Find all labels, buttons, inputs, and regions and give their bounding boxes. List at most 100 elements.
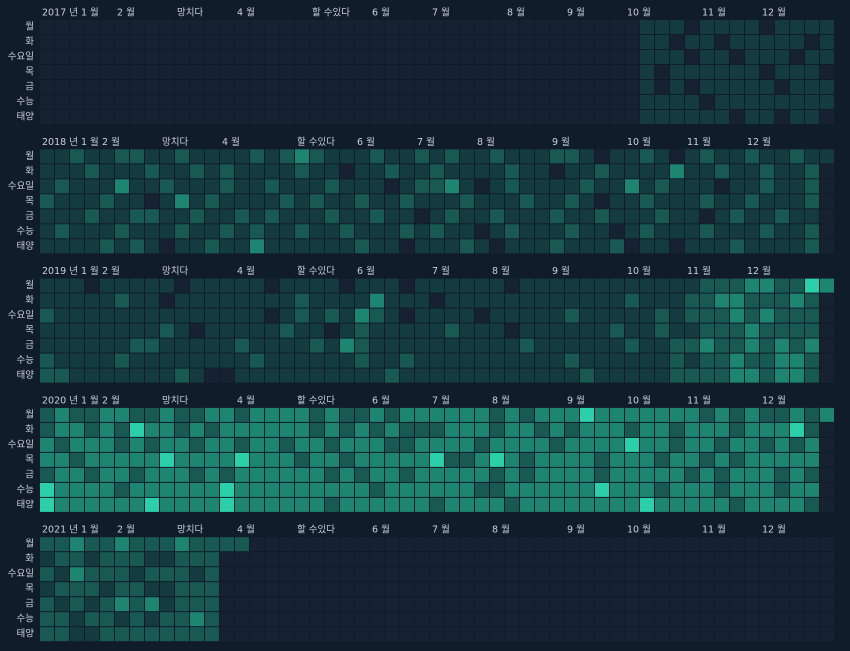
- day-cell: [265, 164, 279, 179]
- day-cell: [400, 422, 414, 437]
- day-cell: [115, 353, 129, 368]
- day-cell: [100, 627, 114, 642]
- month-label: 4 월: [237, 7, 255, 19]
- day-cell: [640, 20, 654, 34]
- day-cell: [640, 80, 654, 94]
- month-label: 6 월: [357, 265, 375, 277]
- day-cell: [760, 50, 774, 64]
- month-label: 11 월: [702, 7, 726, 19]
- day-cell: [445, 467, 459, 482]
- day-cell: [145, 209, 159, 224]
- day-cell: [55, 612, 69, 627]
- day-cell: [520, 239, 534, 254]
- day-cell: [415, 338, 429, 353]
- day-cell: [700, 353, 714, 368]
- day-cell: [700, 278, 714, 293]
- day-cell: [40, 582, 54, 597]
- day-cell: [265, 482, 279, 497]
- day-cell: [400, 65, 414, 79]
- day-cell: [190, 50, 204, 64]
- day-cell: [385, 467, 399, 482]
- day-cell: [205, 582, 219, 597]
- day-cell: [310, 338, 324, 353]
- day-cell: [235, 20, 249, 34]
- day-cell: [355, 95, 369, 109]
- day-cell: [715, 308, 729, 323]
- day-cell: [295, 179, 309, 194]
- day-label: 월: [25, 279, 34, 291]
- day-cell: [715, 224, 729, 239]
- day-cell: [790, 293, 804, 308]
- day-cell: [220, 65, 234, 79]
- day-cell: [535, 239, 549, 254]
- day-cell: [430, 537, 444, 552]
- day-cell: [325, 110, 339, 124]
- day-cell: [295, 537, 309, 552]
- day-cell: [265, 110, 279, 124]
- day-cell: [460, 80, 474, 94]
- day-cell: [415, 308, 429, 323]
- day-cell: [205, 95, 219, 109]
- day-cell: [760, 194, 774, 209]
- day-cell: [325, 497, 339, 512]
- day-cell: [535, 612, 549, 627]
- day-cell: [55, 149, 69, 164]
- day-cell: [715, 278, 729, 293]
- day-cell: [175, 149, 189, 164]
- day-cell: [445, 452, 459, 467]
- day-cell: [640, 452, 654, 467]
- day-cell: [400, 20, 414, 34]
- day-cell: [100, 467, 114, 482]
- day-cell: [655, 467, 669, 482]
- day-cell: [445, 164, 459, 179]
- day-cell: [145, 323, 159, 338]
- day-cell: [220, 224, 234, 239]
- day-cell: [175, 209, 189, 224]
- day-cell: [145, 368, 159, 383]
- day-cell: [40, 552, 54, 567]
- day-cell: [250, 323, 264, 338]
- day-cell: [160, 338, 174, 353]
- day-cell: [130, 552, 144, 567]
- day-cell: [145, 278, 159, 293]
- day-cell: [175, 467, 189, 482]
- day-cell: [205, 278, 219, 293]
- day-cell: [445, 612, 459, 627]
- day-cell: [175, 35, 189, 49]
- day-cell: [805, 627, 819, 642]
- day-cell: [385, 582, 399, 597]
- day-cell: [175, 612, 189, 627]
- day-cell: [340, 293, 354, 308]
- day-cell: [415, 537, 429, 552]
- day-cell: [40, 537, 54, 552]
- day-cell: [250, 407, 264, 422]
- day-cell: [580, 437, 594, 452]
- day-cell: [505, 209, 519, 224]
- day-cell: [310, 368, 324, 383]
- day-cell: [730, 194, 744, 209]
- day-cell: [550, 612, 564, 627]
- day-cell: [775, 209, 789, 224]
- day-cell: [685, 597, 699, 612]
- day-cell: [490, 308, 504, 323]
- day-label: 월: [25, 538, 34, 550]
- day-cell: [490, 149, 504, 164]
- day-cell: [40, 497, 54, 512]
- day-cell: [235, 597, 249, 612]
- day-cell: [265, 179, 279, 194]
- day-cell: [685, 308, 699, 323]
- day-cell: [205, 209, 219, 224]
- day-cell: [295, 582, 309, 597]
- day-cell: [280, 95, 294, 109]
- day-cell: [310, 597, 324, 612]
- day-cell: [580, 110, 594, 124]
- day-cell: [550, 467, 564, 482]
- day-cell: [655, 597, 669, 612]
- day-cell: [790, 65, 804, 79]
- day-cell: [820, 497, 834, 512]
- day-cell: [745, 467, 759, 482]
- day-cell: [85, 20, 99, 34]
- day-cell: [670, 627, 684, 642]
- day-cell: [745, 149, 759, 164]
- day-cell: [760, 95, 774, 109]
